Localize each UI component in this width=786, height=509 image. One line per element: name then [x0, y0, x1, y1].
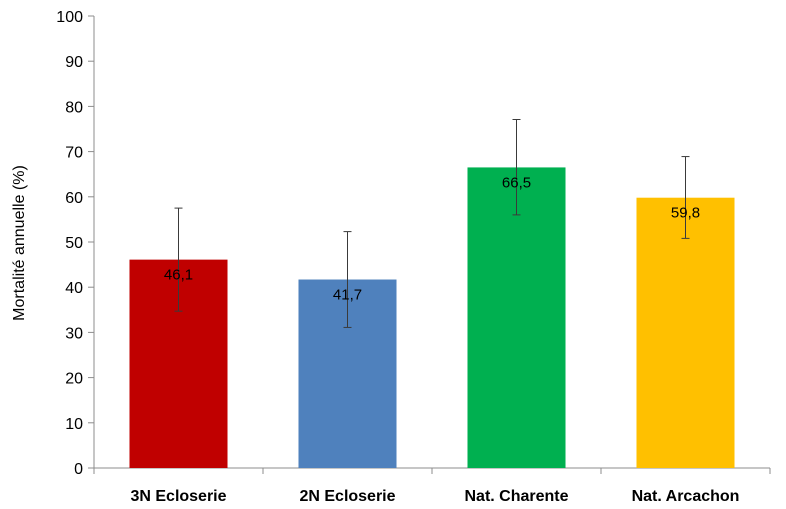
y-tick-label: 100 — [56, 9, 83, 26]
data-label: 59,8 — [671, 205, 700, 222]
y-tick-label: 80 — [65, 99, 83, 116]
bar — [636, 197, 735, 469]
x-category-label: Nat. Arcachon — [632, 488, 740, 505]
data-label: 66,5 — [502, 174, 531, 191]
bar — [467, 167, 566, 469]
y-tick-label: 10 — [65, 416, 83, 433]
data-label: 46,1 — [164, 267, 193, 284]
y-tick-label: 70 — [65, 145, 83, 162]
y-tick-label: 20 — [65, 371, 83, 388]
x-category-label: 2N Ecloserie — [299, 488, 395, 505]
y-tick-label: 0 — [74, 461, 83, 478]
y-tick-label: 90 — [65, 54, 83, 71]
x-category-label: 3N Ecloserie — [130, 488, 226, 505]
x-category-label: Nat. Charente — [464, 488, 568, 505]
y-axis-title: Mortalité annuelle (%) — [11, 165, 28, 321]
y-tick-label: 60 — [65, 190, 83, 207]
data-label: 41,7 — [333, 287, 362, 304]
y-tick-label: 30 — [65, 325, 83, 342]
y-tick-label: 50 — [65, 235, 83, 252]
y-tick-label: 40 — [65, 280, 83, 297]
